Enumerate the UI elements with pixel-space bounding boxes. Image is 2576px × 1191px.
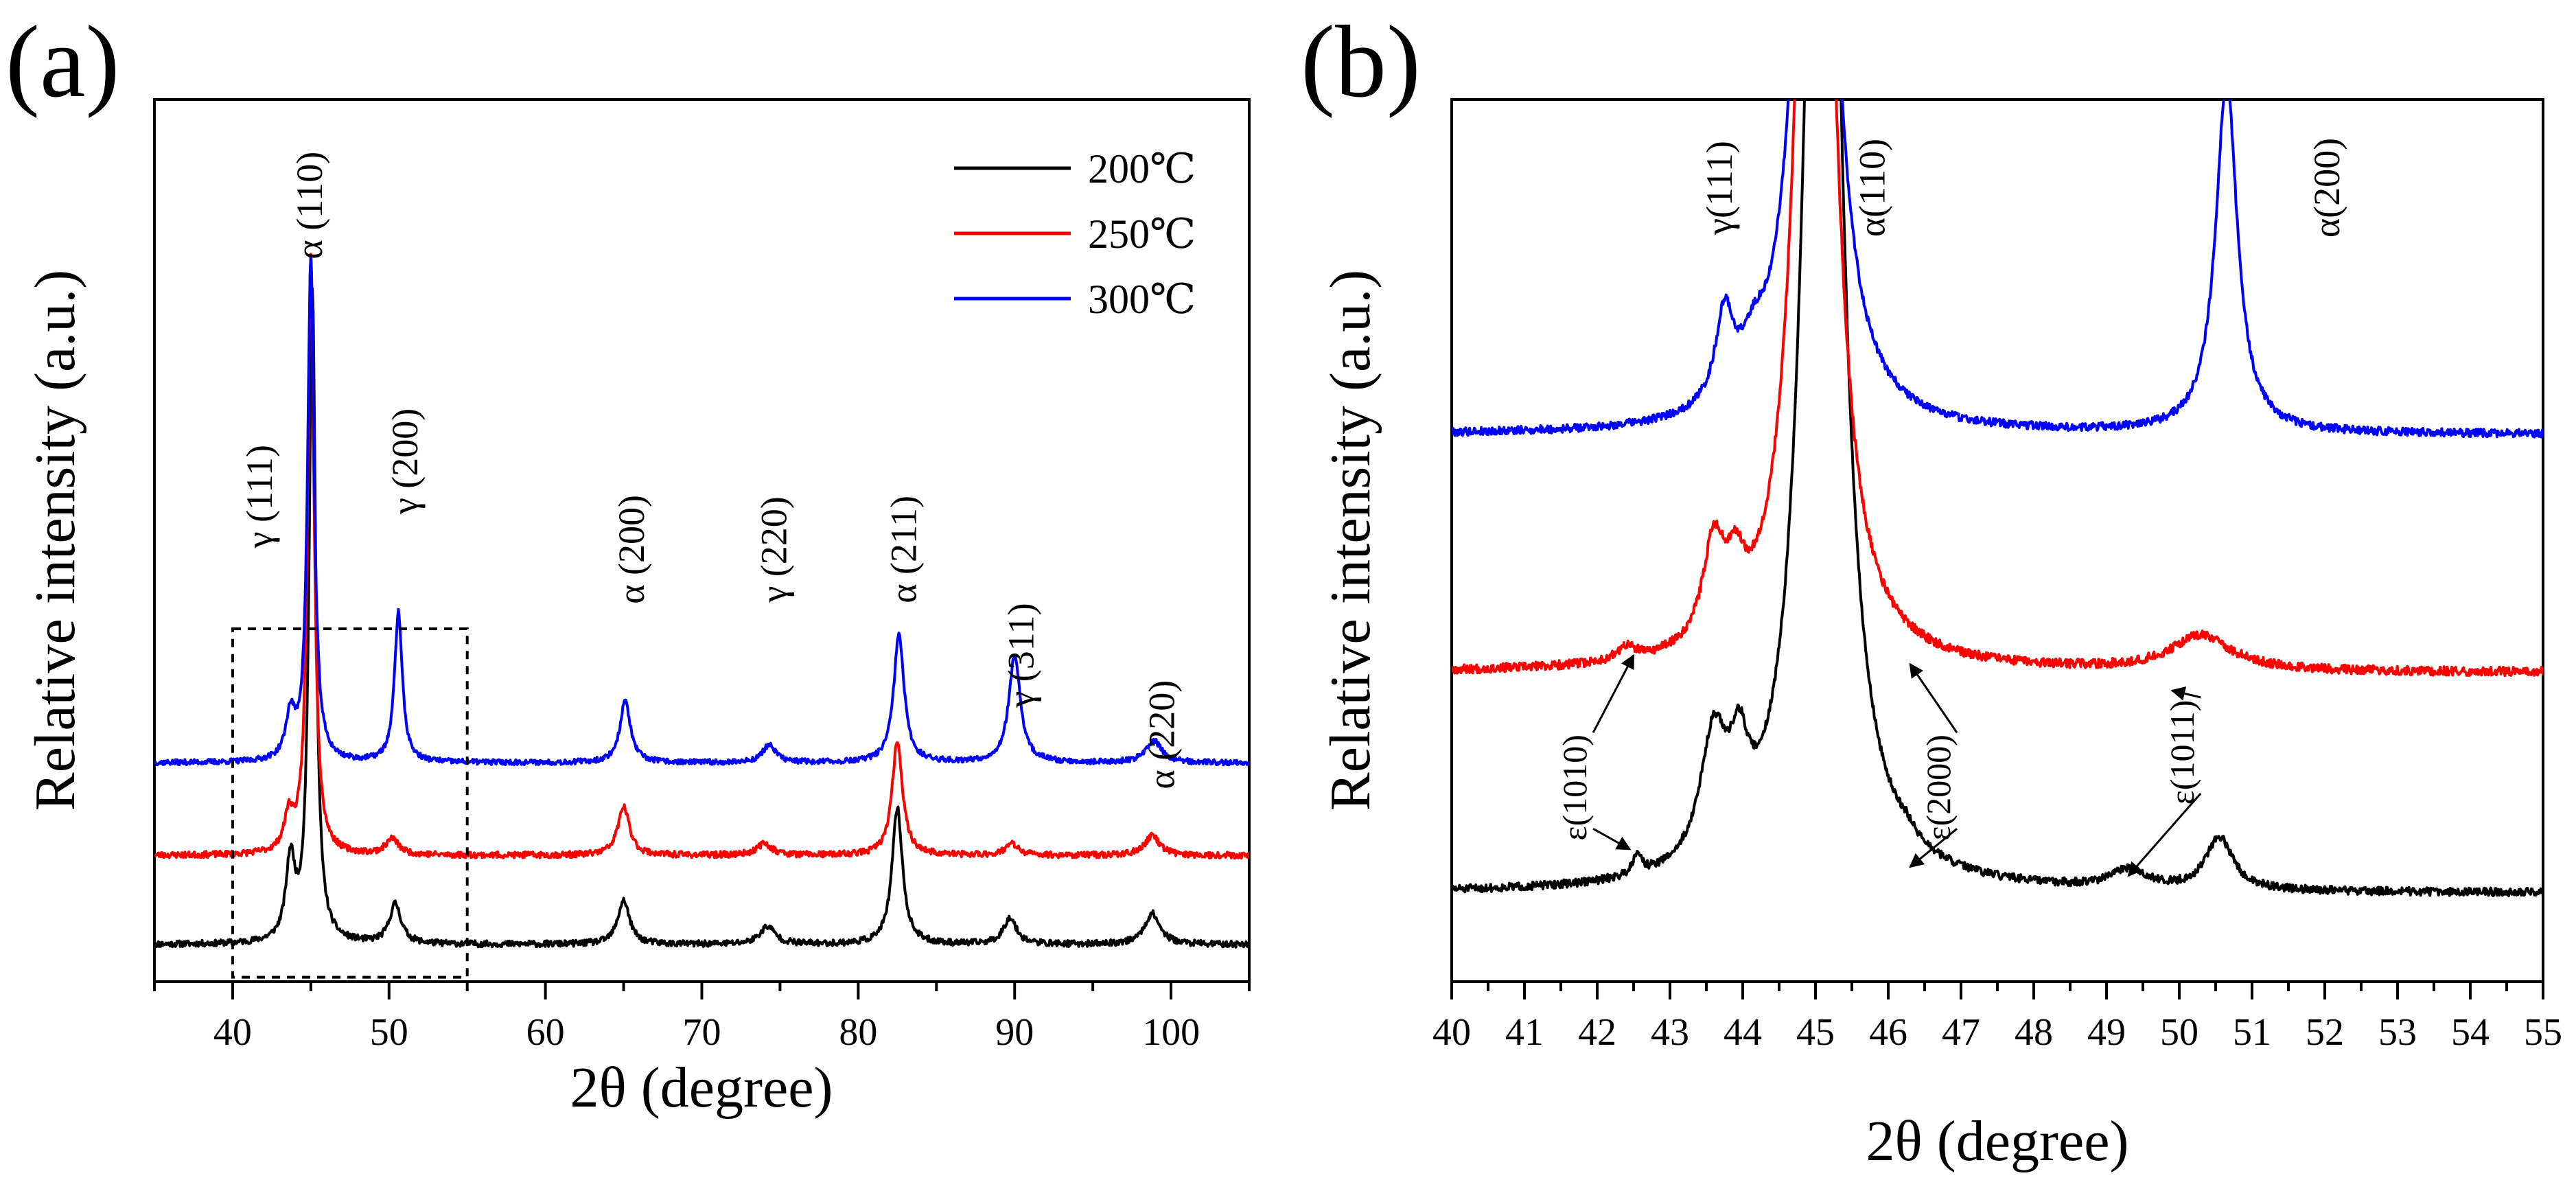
zoom-region-rect bbox=[231, 627, 469, 979]
peak-label: γ (311) bbox=[1001, 603, 1042, 708]
peak-label: α (200) bbox=[611, 495, 652, 604]
epsilon-label: ε(1010) bbox=[1555, 735, 1594, 840]
x-tick-label: 48 bbox=[2015, 1011, 2053, 1054]
epsilon-label: ε(2000) bbox=[1919, 735, 1958, 840]
panel-b-x-axis-title: 2θ (degree) bbox=[1866, 1109, 2128, 1173]
panel-a-y-axis-title: Relative intensity (a.u.) bbox=[23, 270, 87, 811]
x-tick-label: 42 bbox=[1578, 1011, 1616, 1054]
panel-a-x-axis: 40 50 60 70 80 90 100 bbox=[153, 982, 1251, 1054]
epsilon-annotation: ε(1011) bbox=[2127, 686, 2202, 877]
peak-label: α(200) bbox=[2306, 138, 2347, 238]
x-tick-label: 54 bbox=[2451, 1011, 2490, 1054]
x-tick-label: 47 bbox=[1942, 1011, 1980, 1054]
x-tick-label: 43 bbox=[1651, 1011, 1689, 1054]
peak-label: γ (220) bbox=[754, 496, 795, 603]
x-tick-label: 90 bbox=[995, 1011, 1034, 1054]
x-tick-label: 50 bbox=[2160, 1011, 2198, 1054]
panel-b-frame bbox=[1450, 98, 2544, 983]
peak-label: γ (200) bbox=[384, 408, 426, 515]
x-tick-label: 50 bbox=[370, 1011, 408, 1054]
x-tick-label: 70 bbox=[683, 1011, 721, 1054]
peak-label: γ (111) bbox=[239, 445, 280, 548]
epsilon-label: ε(1011) bbox=[2163, 700, 2201, 805]
series-line-300c bbox=[1452, 100, 2543, 439]
panel-b-label: (b) bbox=[1301, 5, 1421, 119]
panel-a-label: (a) bbox=[5, 5, 119, 119]
panel-a-series-group bbox=[154, 253, 1249, 949]
panel-b-peak-labels: γ(111) α(110) α(200) bbox=[1699, 138, 2347, 238]
x-tick-label: 41 bbox=[1505, 1011, 1544, 1054]
panel-b-x-axis: 40 41 42 43 44 45 46 47 48 49 50 51 52 53 54 55 bbox=[1432, 982, 2562, 1054]
series-line-200c bbox=[154, 287, 1249, 949]
epsilon-annotation: ε(1010) bbox=[1555, 654, 1635, 851]
peak-label: α (110) bbox=[289, 152, 330, 259]
x-tick-label: 80 bbox=[839, 1011, 877, 1054]
panel-a-peak-labels: γ (111) α (110) γ (200) α (200) γ (220) α (21… bbox=[239, 152, 1183, 789]
x-tick-label: 40 bbox=[1432, 1011, 1471, 1054]
x-tick-label: 51 bbox=[2233, 1011, 2271, 1054]
panel-b-y-axis-title: Relative intensity (a.u.) bbox=[1319, 270, 1382, 811]
x-tick-label: 40 bbox=[213, 1011, 252, 1054]
x-tick-label: 60 bbox=[526, 1011, 565, 1054]
x-tick-label: 53 bbox=[2378, 1011, 2417, 1054]
x-tick-label: 52 bbox=[2306, 1011, 2344, 1054]
x-tick-label: 49 bbox=[2087, 1011, 2126, 1054]
annotation-arrow bbox=[1909, 662, 1958, 734]
annotation-arrow bbox=[1592, 827, 1632, 851]
series-line-300c bbox=[154, 254, 1249, 767]
panel-b-annotations: ε(1010) ε(2000) ε(1011) bbox=[1555, 654, 2202, 877]
peak-label: α(110) bbox=[1852, 139, 1893, 237]
x-tick-label: 44 bbox=[1724, 1011, 1762, 1054]
legend-label-300c: 300℃ bbox=[1088, 277, 1196, 322]
panel-b: (b) 40 41 42 43 44 45 46 47 48 49 50 51 52 53 54 55 2θ … bbox=[1301, 5, 2562, 1173]
peak-label: α (211) bbox=[883, 496, 925, 603]
series-line-200c bbox=[1452, 100, 2543, 897]
legend-label-200c: 200℃ bbox=[1088, 146, 1196, 192]
x-tick-label: 55 bbox=[2524, 1011, 2562, 1054]
legend: 200℃ 250℃ 300℃ bbox=[954, 146, 1196, 322]
panel-a-x-axis-title: 2θ (degree) bbox=[570, 1056, 833, 1120]
series-line-250c bbox=[1452, 100, 2543, 678]
annotation-arrow bbox=[1592, 654, 1635, 733]
panel-a-zoom-box bbox=[231, 627, 469, 979]
panel-b-series-group bbox=[1452, 100, 2543, 897]
x-tick-label: 45 bbox=[1796, 1011, 1835, 1054]
panel-a: (a) 40 50 60 70 80 90 100 2θ (degree) Relative… bbox=[5, 5, 1251, 1120]
series-line-250c bbox=[154, 253, 1249, 860]
annotation-arrow bbox=[2170, 686, 2201, 701]
epsilon-annotation: ε(2000) bbox=[1909, 662, 1958, 868]
annotation-arrow bbox=[1909, 828, 1958, 868]
x-tick-label: 46 bbox=[1869, 1011, 1907, 1054]
annotation-arrow bbox=[2127, 792, 2202, 877]
x-tick-label: 100 bbox=[1142, 1011, 1200, 1054]
peak-label: γ(111) bbox=[1699, 141, 1740, 235]
peak-label: α (220) bbox=[1141, 680, 1183, 789]
legend-label-250c: 250℃ bbox=[1088, 211, 1196, 257]
